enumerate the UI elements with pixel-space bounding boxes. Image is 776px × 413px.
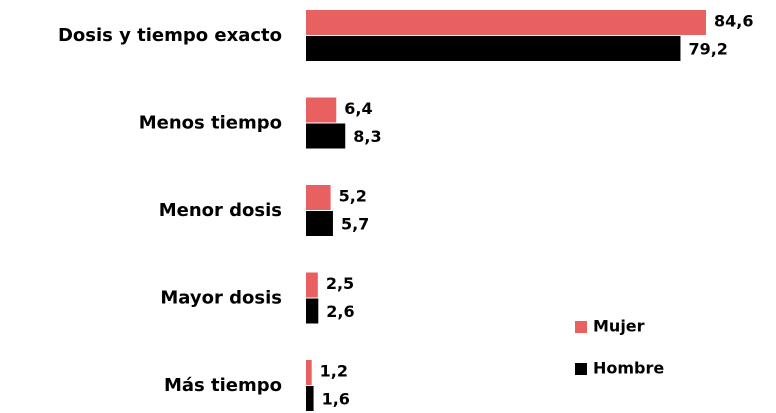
legend-label: Mujer — [593, 317, 645, 336]
bar — [306, 36, 681, 61]
value-label: 6,4 — [344, 99, 372, 118]
legend-swatch — [575, 321, 587, 333]
bar — [306, 10, 706, 35]
value-label: 79,2 — [688, 40, 727, 59]
bar — [306, 211, 333, 236]
category-label: Dosis y tiempo exacto — [58, 25, 282, 46]
value-label: 2,6 — [326, 302, 354, 321]
category-label: Menor dosis — [159, 200, 282, 221]
category-label: Más tiempo — [164, 375, 282, 396]
category-label: Mayor dosis — [160, 288, 282, 309]
bar — [306, 272, 318, 298]
bar — [306, 360, 312, 385]
bar — [306, 386, 314, 411]
bar — [306, 298, 319, 324]
legend-label: Hombre — [593, 359, 664, 378]
category-label: Menos tiempo — [139, 113, 282, 134]
bar — [306, 97, 337, 123]
value-label: 1,6 — [322, 390, 350, 409]
value-label: 8,3 — [353, 127, 381, 146]
bar — [306, 123, 346, 149]
legend-swatch — [575, 363, 587, 375]
value-label: 2,5 — [326, 274, 354, 293]
bar — [306, 185, 331, 210]
value-label: 1,2 — [320, 362, 348, 381]
value-label: 5,7 — [341, 215, 369, 234]
value-label: 5,2 — [339, 187, 367, 206]
value-label: 84,6 — [714, 12, 753, 31]
